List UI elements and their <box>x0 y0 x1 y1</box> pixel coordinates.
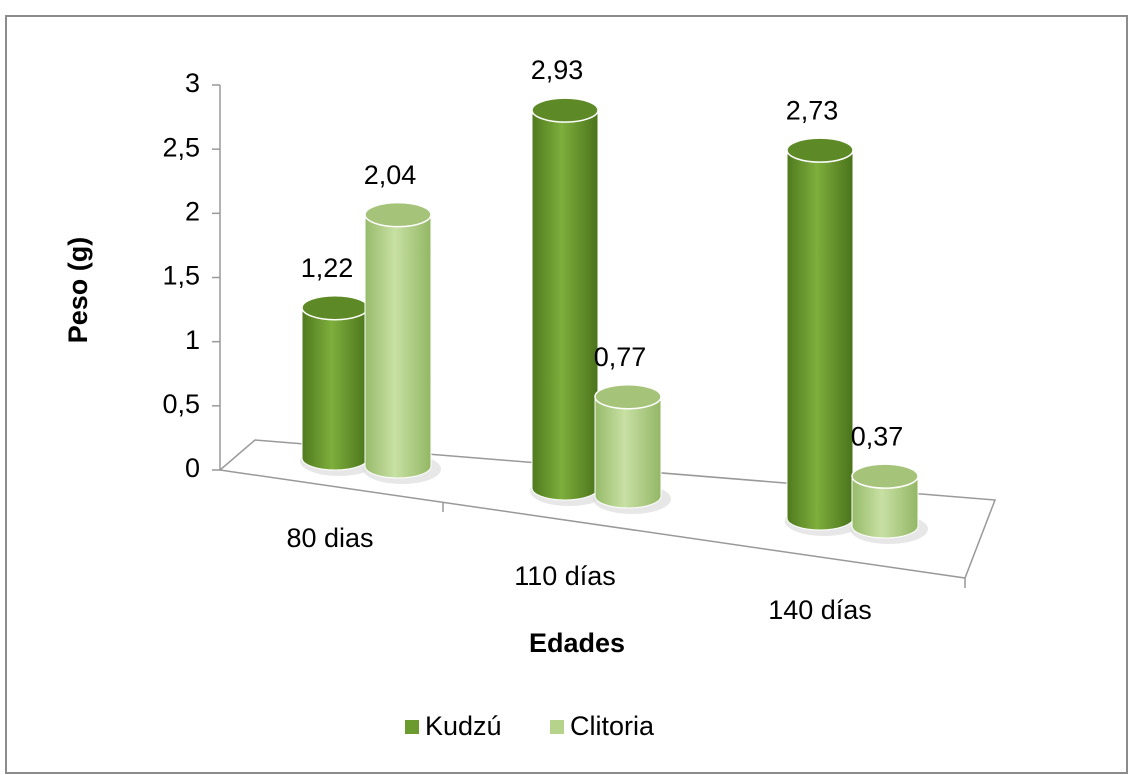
y-tick-label: 3 <box>185 68 200 98</box>
x-tick-label: 140 días <box>768 595 872 625</box>
data-label: 2,93 <box>531 55 584 85</box>
data-label: 1,22 <box>301 253 354 283</box>
y-axis-title: Peso (g) <box>63 237 93 344</box>
data-label: 0,37 <box>851 421 904 451</box>
bar-top <box>364 201 432 228</box>
bar-body <box>851 475 919 539</box>
y-tick-label: 0,5 <box>162 389 200 419</box>
bar <box>785 137 863 536</box>
y-tick-label: 1 <box>185 325 200 355</box>
x-tick-label: 110 días <box>514 561 616 591</box>
bar <box>593 383 671 514</box>
bar-body <box>301 307 369 471</box>
y-tick-label: 2 <box>185 196 200 226</box>
bar-body <box>786 149 854 531</box>
bar <box>363 201 441 484</box>
data-label: 2,04 <box>364 160 417 190</box>
bar-body <box>594 396 662 509</box>
bar-body <box>364 214 432 479</box>
legend-swatch <box>405 720 419 734</box>
bar-top <box>786 137 854 163</box>
data-label: 0,77 <box>594 342 647 372</box>
bar-top <box>851 463 919 489</box>
data-label: 2,73 <box>786 95 839 125</box>
bar-top <box>531 97 599 123</box>
y-tick-label: 0 <box>185 453 200 483</box>
bar-body <box>531 109 599 501</box>
x-tick-label: 80 dias <box>286 523 373 553</box>
x-axis-title: Edades <box>529 628 625 658</box>
bar-top <box>594 383 662 410</box>
bar <box>850 463 928 544</box>
legend-label: Clitoria <box>570 711 655 741</box>
legend-swatch <box>550 720 564 734</box>
legend-label: Kudzú <box>425 711 502 741</box>
bar <box>530 97 608 506</box>
y-tick-label: 2,5 <box>162 132 200 162</box>
bar-top <box>301 294 369 321</box>
y-tick-label: 1,5 <box>162 261 200 291</box>
